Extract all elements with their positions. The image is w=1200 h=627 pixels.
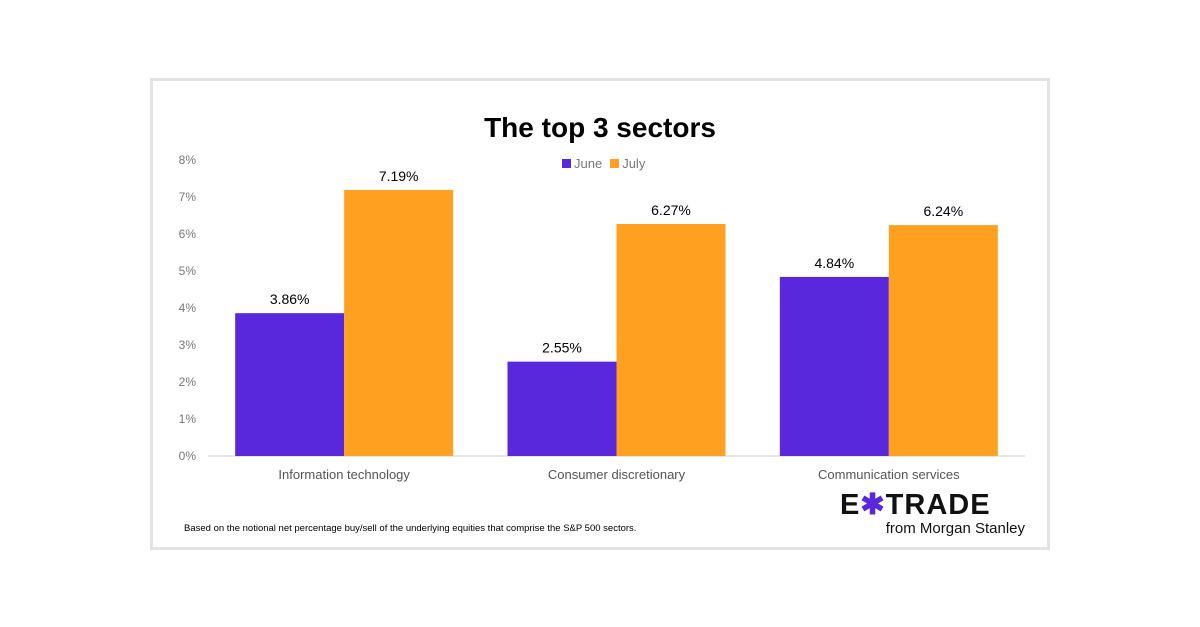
x-tick-label: Consumer discretionary bbox=[548, 467, 686, 482]
y-tick-label: 5% bbox=[179, 264, 197, 278]
legend-swatch-july bbox=[610, 159, 620, 168]
x-tick-label: Information technology bbox=[278, 467, 410, 482]
y-tick-label: 6% bbox=[179, 227, 197, 241]
footnote: Based on the notional net percentage buy… bbox=[184, 523, 637, 534]
legend-label-july: July bbox=[622, 156, 646, 171]
bar-july bbox=[344, 189, 454, 456]
logo-wordmark: E✱TRADE bbox=[840, 489, 991, 521]
data-label: 6.27% bbox=[651, 202, 691, 218]
legend: June July bbox=[562, 156, 645, 171]
legend-label-june: June bbox=[574, 156, 603, 171]
bar-july bbox=[616, 224, 726, 456]
x-tick-label: Communication services bbox=[818, 467, 960, 482]
legend-item-june: June bbox=[562, 156, 602, 171]
data-label: 4.84% bbox=[814, 255, 854, 271]
y-tick-label: 1% bbox=[179, 412, 197, 426]
y-tick-label: 4% bbox=[179, 301, 197, 315]
y-tick-label: 8% bbox=[179, 153, 197, 167]
data-label: 2.55% bbox=[542, 340, 582, 356]
bar-june bbox=[779, 276, 889, 456]
bar-july bbox=[888, 225, 998, 456]
legend-swatch-june bbox=[562, 159, 571, 168]
y-tick-label: 3% bbox=[179, 338, 197, 352]
logo-subtitle: from Morgan Stanley bbox=[885, 520, 1025, 537]
y-tick-label: 2% bbox=[179, 375, 197, 389]
y-tick-label: 7% bbox=[179, 190, 197, 204]
legend-item-july: July bbox=[610, 156, 645, 171]
data-label: 6.24% bbox=[923, 203, 963, 219]
chart-title: The top 3 sectors bbox=[484, 112, 716, 143]
bar-june bbox=[235, 313, 345, 456]
data-label: 7.19% bbox=[379, 168, 419, 184]
etrade-logo: E✱TRADE from Morgan Stanley bbox=[840, 487, 1025, 537]
bar-june bbox=[507, 361, 617, 456]
y-tick-label: 0% bbox=[179, 449, 197, 463]
data-label: 3.86% bbox=[270, 291, 310, 307]
